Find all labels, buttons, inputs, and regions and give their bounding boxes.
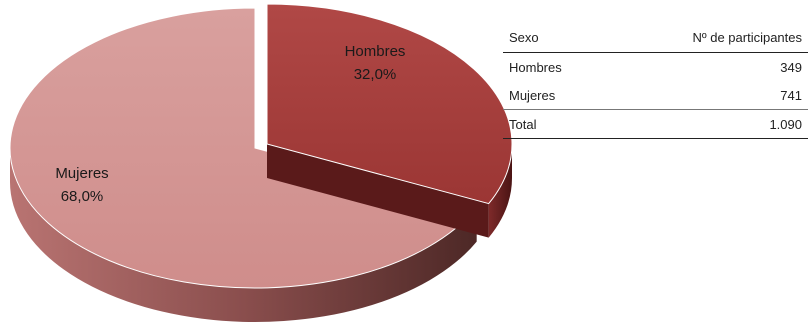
pie-slice-hombres [266, 3, 513, 238]
pie-slice-hombres-side [488, 144, 512, 238]
table-row: Mujeres 741 [503, 81, 808, 110]
total-count: 1.090 [609, 109, 808, 139]
pie-slice-hombres-wall [267, 144, 489, 238]
column-header-sexo: Sexo [503, 22, 610, 53]
slice-label-hombres-name: Hombres [345, 43, 406, 60]
pie-slice-hombres-top [266, 3, 513, 205]
table-header-row: Sexo Nº de participantes [503, 22, 808, 53]
total-label: Total [503, 109, 610, 139]
table-total-row: Total 1.090 [503, 109, 808, 139]
row-count: 741 [780, 87, 802, 103]
row-count: 349 [780, 59, 802, 75]
slice-label-hombres-percent: 32,0% [354, 66, 397, 83]
table-row: Hombres 349 [503, 53, 808, 82]
row-label: Mujeres [509, 87, 556, 103]
slice-label-mujeres-name: Mujeres [55, 165, 108, 182]
pie-slice-mujeres [9, 7, 478, 322]
row-label: Hombres [509, 59, 562, 75]
column-header-participantes: Nº de participantes [609, 22, 808, 53]
participants-table: Sexo Nº de participantes Hombres 349 Muj… [503, 22, 808, 139]
pie-slice-mujeres-top [9, 7, 478, 289]
pie-slice-mujeres-side [10, 148, 477, 322]
slice-label-mujeres-percent: 68,0% [61, 188, 104, 205]
